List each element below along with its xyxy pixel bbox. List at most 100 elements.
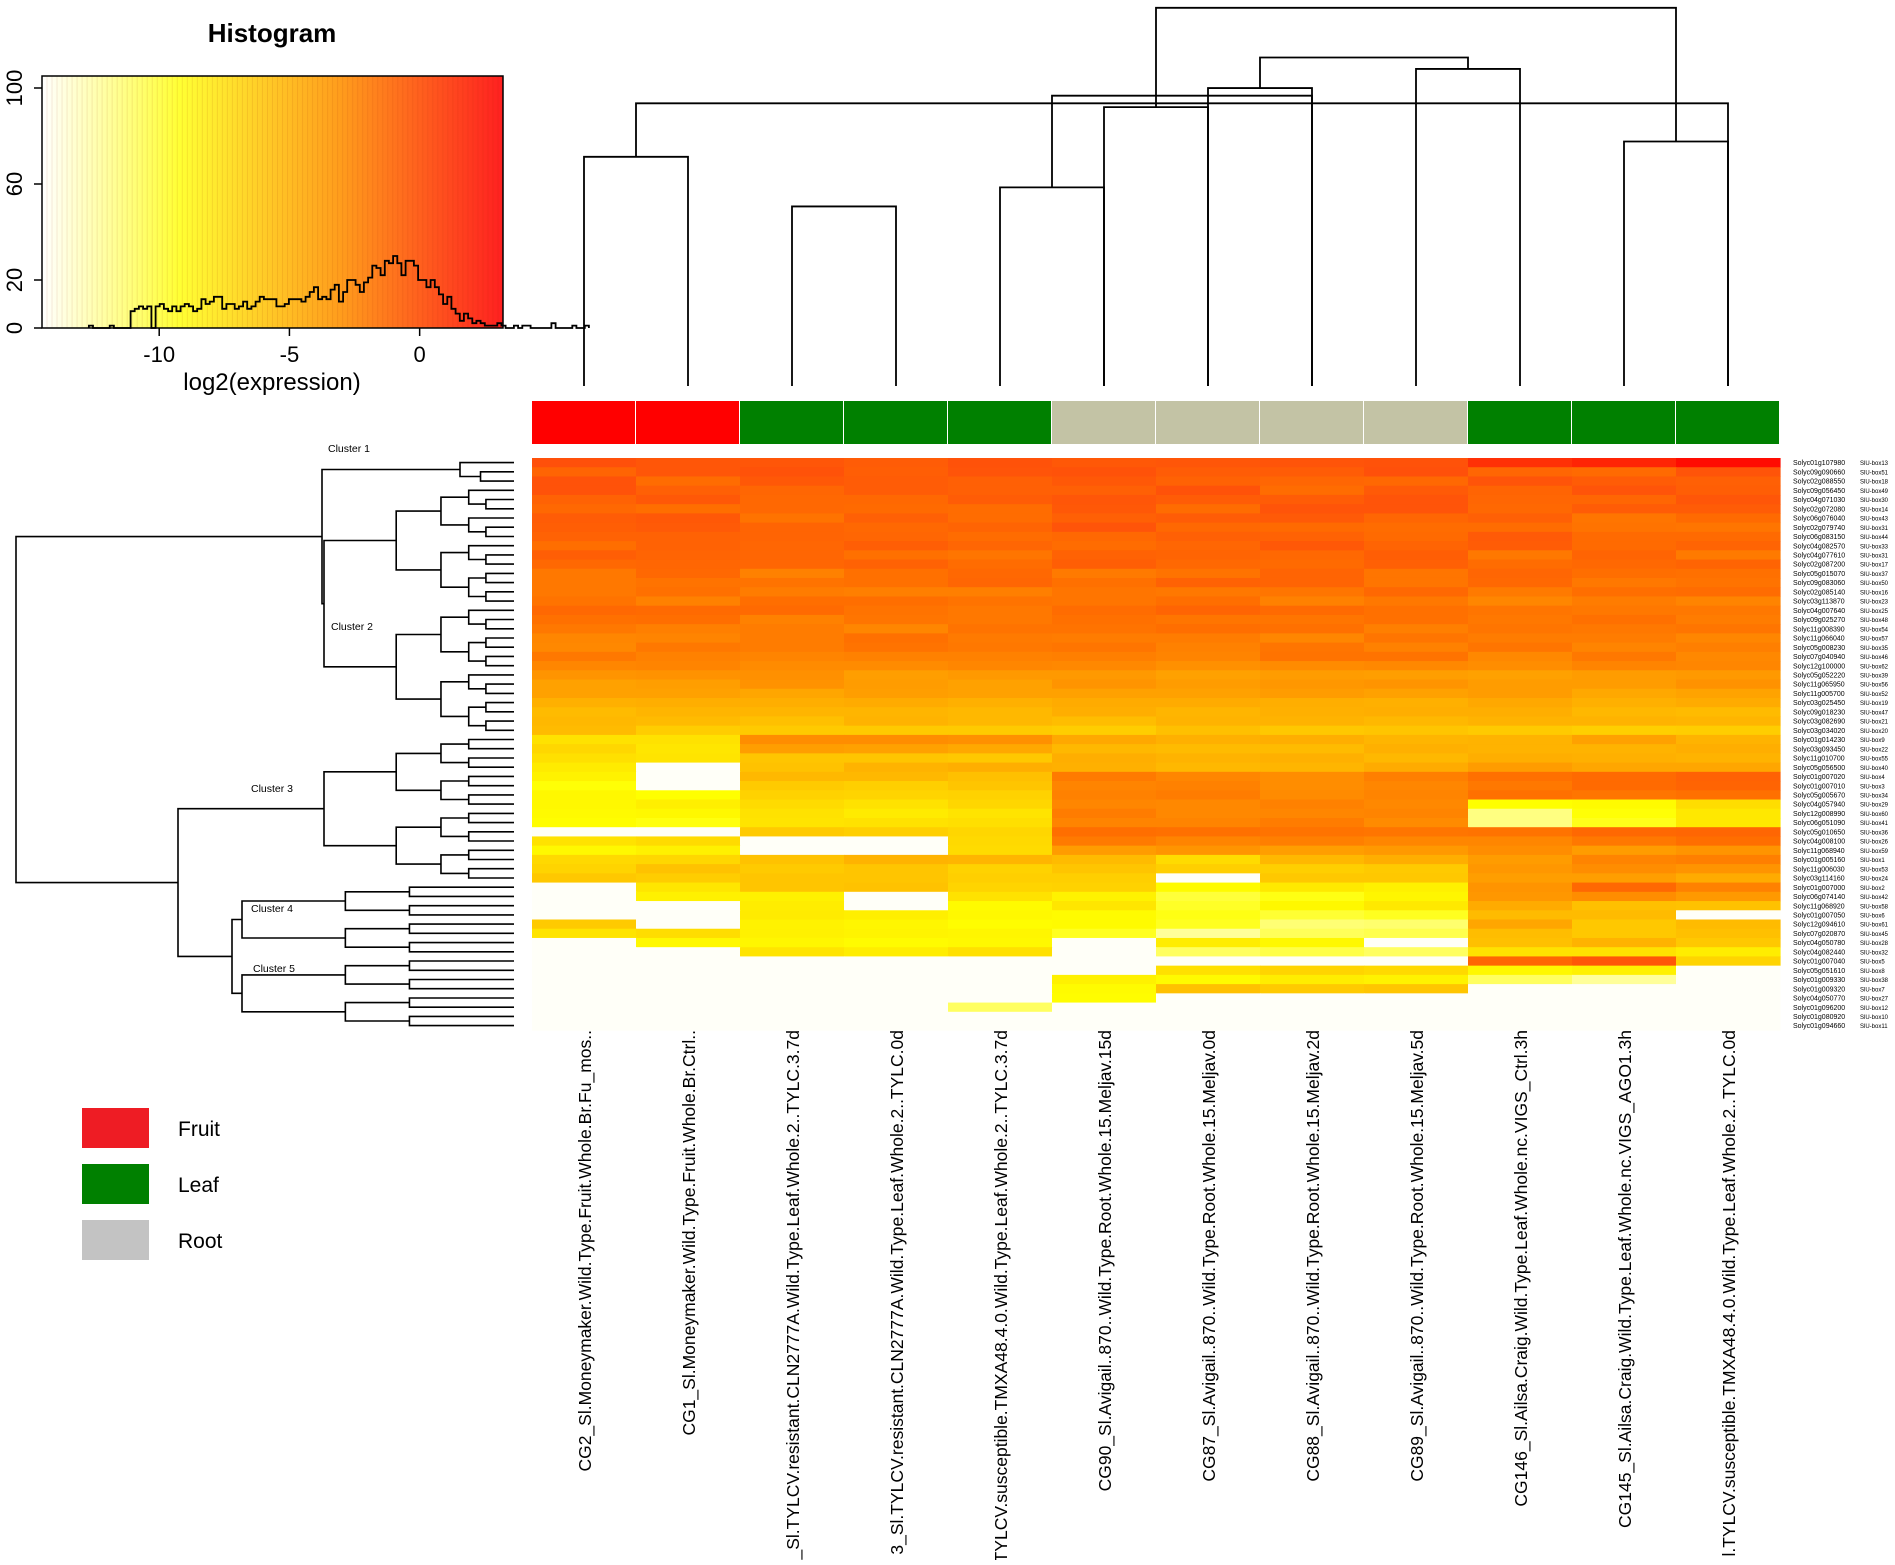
row-label-box: SlU-box31 [1860, 554, 1889, 560]
heatmap-cell [844, 513, 949, 524]
heatmap-cell [1052, 901, 1157, 911]
heatmap-cell [1676, 1002, 1781, 1013]
heatmap-cell [636, 928, 741, 939]
heatmap-cell [1156, 984, 1261, 994]
heatmap-cell [1364, 697, 1469, 708]
row-label-box: SlU-box62 [1860, 664, 1889, 670]
heatmap-cell [1572, 854, 1677, 865]
row-dendrogram-branch [467, 867, 514, 879]
row-label-gene: Solyc12g094610 [1793, 922, 1845, 929]
heatmap-cell [1260, 910, 1365, 920]
heatmap-cell [1156, 642, 1261, 653]
heatmap-cell [1572, 734, 1677, 745]
heatmap-cell [1676, 836, 1781, 847]
heatmap-cell [1364, 901, 1469, 911]
heatmap-cell [1676, 651, 1781, 662]
heatmap-cell [948, 531, 1053, 542]
heatmap-cell [1364, 974, 1469, 985]
heatmap-cell [532, 891, 637, 902]
row-dendrogram-branch [408, 904, 514, 916]
heatmap-cell [948, 605, 1053, 616]
heatmap-cell [1052, 513, 1157, 524]
heatmap-cell [1572, 467, 1677, 477]
heatmap-cell [1260, 845, 1365, 856]
row-dendrogram-branch [408, 923, 514, 935]
heatmap-cell [1572, 1021, 1677, 1031]
heatmap-cell [1572, 771, 1677, 782]
heatmap-cell [844, 531, 949, 542]
heatmap-cell [1156, 688, 1261, 699]
heatmap-cell [1364, 577, 1469, 588]
heatmap-cell [740, 522, 845, 533]
heatmap-cell [1052, 550, 1157, 561]
heatmap-cell [740, 974, 845, 985]
heatmap-cell [1156, 467, 1261, 477]
heatmap-cell [1052, 679, 1157, 690]
row-label-gene: Solyc02g085140 [1793, 589, 1845, 596]
heatmap-cell [844, 485, 949, 496]
heatmap-cell [740, 1011, 845, 1022]
heatmap-cell [532, 919, 637, 930]
heatmap-cell [532, 476, 637, 487]
column-label: CG2_Sl.Moneymaker.Wild.Type.Fruit.Whole.… [575, 1030, 596, 1472]
heatmap-cell [1364, 670, 1469, 681]
heatmap-cell [948, 919, 1053, 930]
heatmap-cell [636, 485, 741, 496]
heatmap-cell [1468, 901, 1573, 911]
tissue-bar-cell-root [1260, 401, 1363, 444]
heatmap-cell [740, 688, 845, 699]
heatmap-cell [1052, 1021, 1157, 1031]
heatmap-cell [636, 984, 741, 994]
row-dendrogram-branch [467, 641, 486, 662]
heatmap-cell [948, 799, 1053, 810]
heatmap-cell [1468, 494, 1573, 505]
heatmap-cell [1364, 808, 1469, 819]
heatmap-cell [1468, 587, 1573, 597]
heatmap-cell [1156, 633, 1261, 644]
heatmap-cell [948, 1021, 1053, 1031]
row-dendrogram-branch [467, 812, 514, 824]
heatmap-cell [1156, 790, 1261, 801]
heatmap-cell [636, 882, 741, 893]
heatmap-cell [1364, 559, 1469, 570]
heatmap-cell [532, 587, 637, 597]
row-dendrogram-branch [408, 941, 514, 953]
heatmap-cell [740, 661, 845, 671]
heatmap-cell [1572, 965, 1677, 976]
heatmap-cell [1156, 974, 1261, 985]
row-dendrogram-branch [395, 633, 441, 700]
column-dendrogram-branch [999, 186, 1105, 386]
heatmap-cell [1260, 799, 1365, 810]
heatmap-cell [1468, 864, 1573, 874]
heatmap-cell [636, 808, 741, 819]
row-dendrogram-branch [323, 771, 397, 847]
heatmap-cell [740, 707, 845, 717]
heatmap-cell [1364, 725, 1469, 736]
heatmap-cell [1260, 550, 1365, 561]
heatmap-cell [1156, 919, 1261, 930]
heatmap-cell [1572, 596, 1677, 607]
heatmap-cell [1468, 661, 1573, 671]
heatmap-cell [948, 688, 1053, 699]
row-label-box: SlU-box3 [1860, 784, 1885, 790]
heatmap-cell [1260, 541, 1365, 551]
heatmap-cell [1468, 771, 1573, 782]
row-label-box: SlU-box6 [1860, 914, 1885, 920]
heatmap-cell [948, 762, 1053, 773]
row-label-gene: Solyc05g052220 [1793, 673, 1845, 680]
row-label-box: SlU-box51 [1860, 470, 1889, 476]
heatmap-cell [636, 679, 741, 690]
row-dendrogram-branch [395, 752, 441, 792]
heatmap-cell [1364, 919, 1469, 930]
heatmap-cell [636, 771, 741, 782]
row-label-box: SlU-box58 [1860, 904, 1889, 910]
heatmap-cell [1260, 624, 1365, 634]
heatmap-cell [1260, 458, 1365, 468]
heatmap-cell [1364, 827, 1469, 837]
row-label-box: SlU-box47 [1860, 710, 1889, 716]
heatmap-cell [740, 476, 845, 487]
heatmap-cell [1156, 697, 1261, 708]
heatmap-cell [1260, 697, 1365, 708]
heatmap-cell [1572, 522, 1677, 533]
histogram-panel: Histogram -10 -5 0 0 20 60 100 log2(expression… [2, 18, 590, 396]
